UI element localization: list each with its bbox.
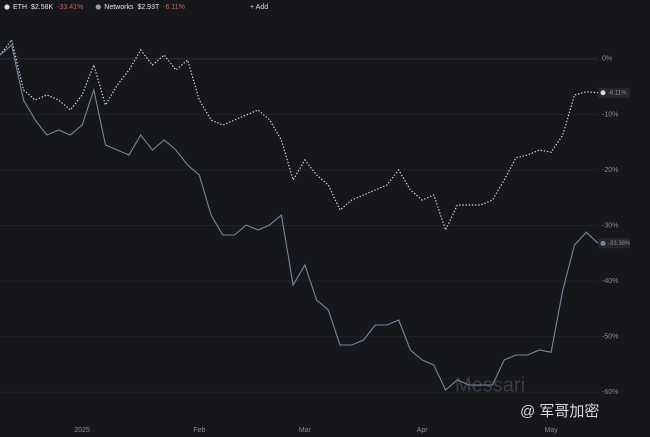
legend-change: -33.41%	[57, 4, 83, 11]
end-label-box	[598, 87, 630, 98]
legend-change: -6.11%	[163, 4, 185, 11]
end-label-text: -33.38%	[608, 241, 631, 247]
watermark-handle: @ 军哥加密	[520, 403, 599, 420]
y-tick-label: -60%	[602, 389, 618, 396]
legend-price: $2.58K	[31, 4, 54, 11]
legend-icon	[95, 4, 101, 10]
y-tick-label: -30%	[602, 222, 618, 229]
x-tick-label: 2025	[74, 427, 90, 434]
legend-icon	[4, 4, 10, 10]
y-tick-label: -10%	[602, 111, 618, 118]
x-tick-label: Apr	[417, 427, 429, 434]
y-tick-label: -20%	[602, 167, 618, 174]
end-label-text: -6.11%	[608, 90, 627, 96]
end-label-box	[598, 238, 630, 249]
end-label: -33.38%	[598, 238, 631, 249]
x-tick-label: May	[544, 427, 558, 434]
end-label-icon	[600, 240, 606, 246]
legend-name: ETH	[13, 4, 27, 11]
x-tick-label: Mar	[299, 427, 312, 434]
y-tick-label: -40%	[602, 278, 618, 285]
y-tick-label: -50%	[602, 334, 618, 341]
end-label-icon	[600, 90, 606, 96]
add-button[interactable]: + Add	[250, 4, 268, 11]
legend-price: $2.93T	[137, 4, 160, 11]
series-line	[0, 43, 599, 391]
y-tick-label: 0%	[602, 56, 612, 63]
series-line	[0, 38, 599, 232]
legend-name: Networks	[104, 4, 134, 11]
end-label: -6.11%	[598, 87, 630, 98]
x-tick-label: Feb	[193, 427, 205, 434]
